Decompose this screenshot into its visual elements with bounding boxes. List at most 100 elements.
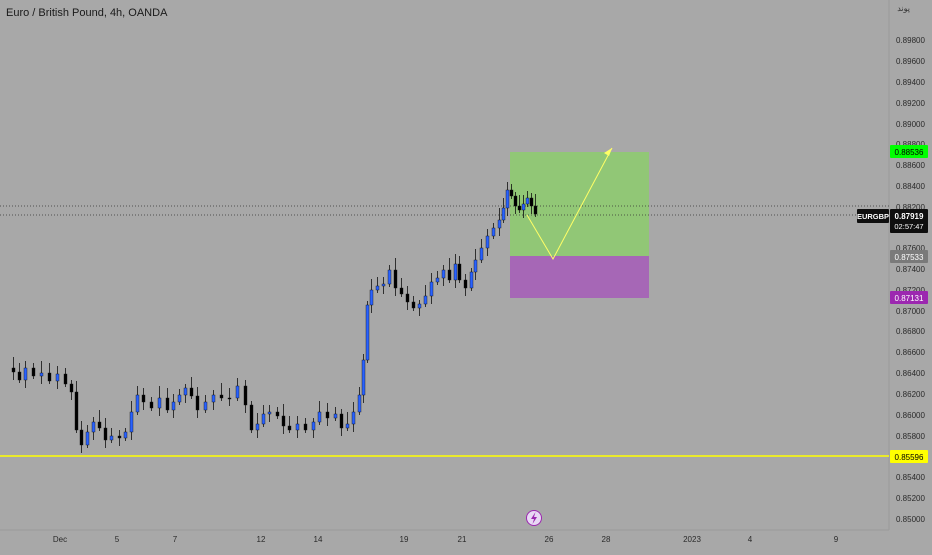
- candle-body: [267, 411, 272, 415]
- time-axis-label: 21: [458, 535, 467, 544]
- candle-body: [325, 411, 330, 419]
- candle-body: [303, 423, 308, 431]
- candle-body: [399, 287, 404, 295]
- candle-body: [435, 277, 440, 283]
- candle-body: [521, 203, 526, 211]
- candle-body: [317, 411, 322, 423]
- candle-body: [183, 387, 188, 396]
- current-price-text: 0.87919: [895, 212, 924, 221]
- price-axis-label: 0.85000: [896, 515, 925, 524]
- price-axis-label: 0.87000: [896, 307, 925, 316]
- projection-path[interactable]: [526, 147, 613, 261]
- candle-body: [509, 189, 514, 197]
- time-axis-label: 19: [400, 535, 409, 544]
- price-axis-label: 0.85400: [896, 473, 925, 482]
- projection-arrowhead: [604, 148, 612, 156]
- price-axis-label: 0.89600: [896, 57, 925, 66]
- candle-body: [39, 372, 44, 377]
- target-price-text: 0.88536: [895, 148, 924, 157]
- time-axis-label: 12: [257, 535, 266, 544]
- candle-body: [513, 195, 518, 207]
- candle-body: [23, 367, 28, 381]
- time-axis-label: 2023: [683, 535, 701, 544]
- entry-price-text: 0.87533: [895, 253, 924, 262]
- price-axis-label: 0.86000: [896, 411, 925, 420]
- countdown-text: 02:57:47: [894, 222, 923, 231]
- time-axis-label: 9: [834, 535, 839, 544]
- candle-body: [85, 431, 90, 446]
- candle-body: [453, 263, 458, 281]
- target-price-tag: 0.88536: [890, 145, 928, 158]
- candle-body: [287, 425, 292, 431]
- price-axis-label: 0.86200: [896, 390, 925, 399]
- symbol-text: EURGBP: [857, 212, 889, 221]
- time-axis-label: 28: [602, 535, 611, 544]
- candle-body: [103, 427, 108, 441]
- candle-body: [235, 385, 240, 399]
- candle-body: [249, 404, 254, 431]
- price-axis-label: 0.89200: [896, 99, 925, 108]
- candle-body: [203, 401, 208, 411]
- candle-body: [423, 295, 428, 305]
- price-axis-label: 0.89000: [896, 120, 925, 129]
- currency-label: پوند: [897, 4, 910, 13]
- candle-body: [463, 279, 468, 289]
- candle-body: [357, 394, 362, 413]
- price-axis-label: 0.89400: [896, 78, 925, 87]
- price-axis-label: 0.87600: [896, 244, 925, 253]
- candle-body: [441, 269, 446, 279]
- candle-body: [261, 413, 266, 425]
- candle-body: [311, 421, 316, 431]
- candle-body: [497, 219, 502, 229]
- candle-body: [135, 394, 140, 413]
- price-axis-label: 0.88200: [896, 203, 925, 212]
- candle-body: [281, 415, 286, 427]
- candle-body: [255, 423, 260, 431]
- candle-body: [227, 397, 232, 400]
- lightning-icon[interactable]: [526, 510, 542, 526]
- candle-body: [333, 413, 338, 419]
- candle-body: [387, 269, 392, 285]
- support-price-text: 0.85596: [895, 453, 924, 462]
- price-axis-label: 0.88800: [896, 140, 925, 149]
- time-axis-label: 14: [314, 535, 323, 544]
- candlestick-series: [11, 182, 538, 453]
- candle-body: [369, 289, 374, 306]
- time-axis-label: Dec: [53, 535, 67, 544]
- candle-body: [351, 411, 356, 425]
- candle-body: [17, 371, 22, 381]
- candle-body: [345, 423, 350, 429]
- candle-body: [31, 367, 36, 377]
- price-axis-label: 0.85200: [896, 494, 925, 503]
- candle-body: [129, 411, 134, 433]
- stop-price-text: 0.87131: [895, 294, 924, 303]
- candle-body: [381, 283, 386, 287]
- candle-body: [501, 207, 506, 221]
- candle-body: [361, 359, 366, 396]
- candle-body: [393, 269, 398, 289]
- candle-body: [91, 421, 96, 433]
- current-price-tag: 0.87919 02:57:47: [890, 209, 928, 233]
- candle-body: [533, 205, 538, 215]
- time-axis-label: 5: [115, 535, 120, 544]
- time-axis-label: 7: [173, 535, 178, 544]
- candle-body: [275, 411, 280, 417]
- candle-body: [79, 429, 84, 446]
- stop-zone[interactable]: [510, 256, 649, 298]
- time-axis[interactable]: Dec 5 7 12 14 19 21 26 28 2023 4 9: [53, 535, 839, 544]
- candle-body: [211, 394, 216, 403]
- time-axis-label: 4: [748, 535, 753, 544]
- candle-body: [97, 421, 102, 429]
- candle-body: [417, 303, 422, 309]
- price-axis-label: 0.87400: [896, 265, 925, 274]
- price-axis-label: 0.86600: [896, 348, 925, 357]
- candle-body: [491, 227, 496, 237]
- candle-body: [295, 423, 300, 431]
- candle-body: [47, 372, 52, 382]
- candle-body: [243, 385, 248, 406]
- candle-body: [109, 435, 114, 441]
- candle-body: [11, 367, 16, 373]
- candle-body: [141, 394, 146, 403]
